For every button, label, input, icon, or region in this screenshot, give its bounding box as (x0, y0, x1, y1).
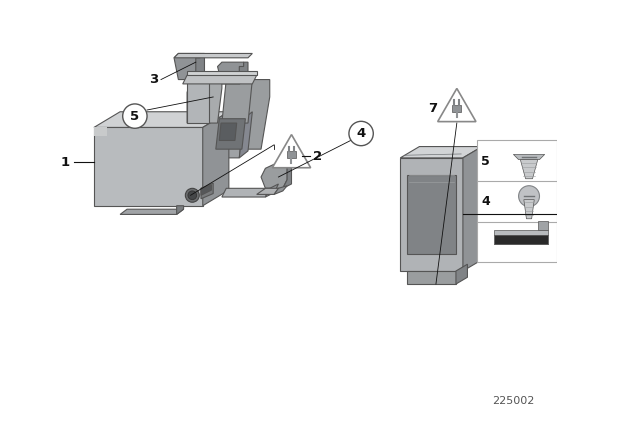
Polygon shape (463, 146, 482, 271)
Polygon shape (400, 158, 463, 271)
Text: 4: 4 (481, 195, 490, 208)
Text: 1: 1 (61, 156, 70, 169)
Polygon shape (538, 221, 548, 230)
Circle shape (349, 121, 373, 146)
Polygon shape (203, 112, 229, 206)
Text: 3: 3 (149, 73, 158, 86)
Polygon shape (177, 206, 184, 215)
Polygon shape (520, 159, 538, 179)
Polygon shape (257, 188, 278, 194)
Polygon shape (274, 186, 287, 194)
Polygon shape (196, 53, 205, 80)
Polygon shape (174, 53, 200, 80)
Polygon shape (456, 264, 467, 284)
Polygon shape (266, 184, 278, 197)
Polygon shape (494, 230, 548, 235)
Polygon shape (524, 200, 534, 219)
Polygon shape (209, 119, 244, 158)
Polygon shape (218, 62, 244, 84)
Polygon shape (452, 105, 461, 112)
Polygon shape (261, 162, 287, 188)
Circle shape (188, 191, 196, 200)
Polygon shape (187, 71, 257, 75)
Polygon shape (120, 209, 184, 215)
Polygon shape (183, 75, 257, 84)
Polygon shape (222, 188, 269, 197)
Polygon shape (201, 183, 213, 199)
Polygon shape (220, 123, 237, 141)
Polygon shape (174, 53, 252, 58)
FancyBboxPatch shape (477, 141, 557, 262)
Polygon shape (94, 127, 203, 206)
Circle shape (123, 104, 147, 128)
Polygon shape (407, 175, 456, 254)
Polygon shape (494, 235, 548, 244)
Polygon shape (201, 185, 211, 195)
Polygon shape (94, 127, 107, 136)
Polygon shape (218, 80, 269, 149)
Polygon shape (187, 75, 209, 123)
Polygon shape (239, 62, 248, 84)
Polygon shape (187, 75, 222, 123)
Polygon shape (239, 112, 252, 158)
Polygon shape (400, 146, 482, 158)
Polygon shape (287, 151, 296, 158)
Polygon shape (222, 80, 252, 123)
Polygon shape (273, 134, 310, 168)
Circle shape (518, 186, 540, 207)
Text: 7: 7 (429, 102, 438, 115)
Text: 4: 4 (356, 127, 365, 140)
Polygon shape (216, 119, 245, 149)
Text: 225002: 225002 (492, 396, 534, 406)
Polygon shape (407, 271, 456, 284)
Polygon shape (513, 155, 545, 159)
Polygon shape (283, 167, 291, 188)
Polygon shape (94, 112, 229, 127)
Circle shape (186, 188, 199, 202)
Polygon shape (438, 88, 476, 121)
Text: 5: 5 (481, 155, 490, 168)
Text: 5: 5 (131, 110, 140, 123)
Text: 2: 2 (313, 150, 323, 163)
